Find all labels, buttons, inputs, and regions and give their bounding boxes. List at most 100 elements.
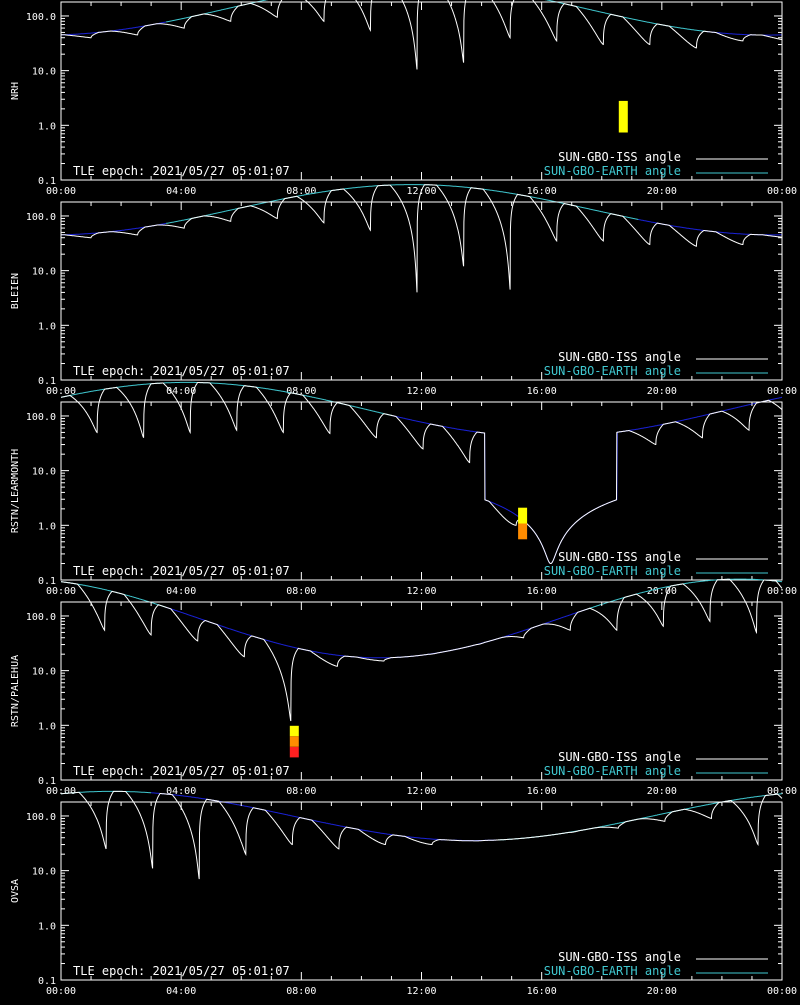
y-axis-label: BLEIEN [10,273,21,309]
y-tick-label: 10.0 [32,867,56,878]
x-tick-label: 00:00 [767,586,797,597]
y-tick-label: 10.0 [32,267,56,278]
legend-earth-label: SUN-GBO-EARTH angle [544,164,681,178]
earth-angle-curve-seg-0 [60,381,393,417]
y-tick-label: 100.0 [26,12,56,23]
x-tick-label: 08:00 [286,786,316,797]
x-tick-label: 04:00 [166,586,196,597]
marker-band-orange [289,736,299,747]
earth-angle-curve-seg-2 [638,219,782,236]
x-tick-label: 00:00 [767,386,797,397]
y-tick-label: 0.1 [38,176,56,187]
y-tick-label: 10.0 [32,467,56,478]
x-tick-label: 00:00 [46,386,76,397]
x-tick-label: 00:00 [46,186,76,197]
marker-band-yellow [618,100,628,133]
marker-band-orange [518,523,528,540]
x-tick-label: 20:00 [647,786,677,797]
y-tick-label: 100.0 [26,412,56,423]
x-tick-label: 16:00 [527,386,557,397]
x-tick-label: 08:00 [286,186,316,197]
panel-bleien: 0.1 1.0 10.0 100.0 00:00 04:00 08:00 12:00 16:00… [10,184,797,397]
x-tick-label: 16:00 [527,786,557,797]
panel-rstn-learmonth: 0.1 1.0 10.0 100.0 00:00 04:00 08:00 12:00 16:00… [10,381,797,597]
y-tick-label: 0.1 [38,376,56,387]
x-tick-label: 16:00 [527,586,557,597]
legend-iss-label: SUN-GBO-ISS angle [558,150,681,164]
x-tick-label: 04:00 [166,786,196,797]
earth-angle-curve-seg-1 [165,606,588,659]
panel-ovsa: 0.1 1.0 10.0 100.0 00:00 04:00 08:00 12:00 16:00… [10,790,797,997]
tle-epoch-text: TLE epoch: 2021/05/27 05:01:07 [73,364,290,378]
earth-angle-curve-seg-0 [61,222,167,236]
y-tick-label: 1.0 [38,721,56,732]
marker-band-yellow [289,725,299,737]
earth-angle-curve-seg-2 [497,793,783,841]
x-tick-label: 08:00 [286,586,316,597]
x-tick-label: 16:00 [527,186,557,197]
legend-iss-label: SUN-GBO-ISS angle [558,550,681,564]
y-tick-label: 0.1 [38,776,56,787]
earth-angle-curve-seg-0 [60,581,167,608]
x-tick-label: 00:00 [46,586,76,597]
iss-angle-curve [61,184,782,293]
x-tick-label: 16:00 [527,986,557,997]
x-tick-label: 08:00 [286,386,316,397]
y-axis-label: NRH [10,82,21,100]
legend-iss-label: SUN-GBO-ISS angle [558,950,681,964]
x-tick-label: 08:00 [286,986,316,997]
legend-earth-label: SUN-GBO-EARTH angle [544,964,681,978]
x-tick-label: 04:00 [166,186,196,197]
y-tick-label: 0.1 [38,576,56,587]
legend-iss-label: SUN-GBO-ISS angle [558,750,681,764]
x-tick-label: 12:00 [406,786,436,797]
iss-angle-curve [60,0,782,70]
tle-epoch-text: TLE epoch: 2021/05/27 05:01:07 [73,164,290,178]
y-axis-label: OVSA [10,879,21,903]
x-tick-label: 20:00 [647,986,677,997]
x-tick-label: 00:00 [767,186,797,197]
marker-band-red [289,746,299,758]
legend-earth-label: SUN-GBO-EARTH angle [544,364,681,378]
legend-earth-label: SUN-GBO-EARTH angle [544,764,681,778]
y-tick-label: 100.0 [26,812,56,823]
x-tick-label: 00:00 [46,786,76,797]
x-tick-label: 12:00 [406,986,436,997]
y-tick-label: 100.0 [26,212,56,223]
y-axis-label: RSTN/PALEHUA [10,655,21,727]
panel-rstn-palehua: 0.1 1.0 10.0 100.0 00:00 04:00 08:00 12:00 16:00… [10,578,797,797]
y-tick-label: 1.0 [38,521,56,532]
tle-epoch-text: TLE epoch: 2021/05/27 05:01:07 [73,764,290,778]
earth-angle-curve-seg-2 [707,31,782,36]
y-tick-label: 10.0 [32,67,56,78]
y-tick-label: 0.1 [38,976,56,987]
earth-angle-curve-seg-0 [60,21,167,36]
y-tick-label: 1.0 [38,921,56,932]
earth-angle-curve-seg-1 [392,396,783,565]
tle-epoch-text: TLE epoch: 2021/05/27 05:01:07 [73,964,290,978]
marker-band-yellow [518,507,528,524]
y-axis-label: RSTN/LEARMONTH [10,449,21,533]
iss-angle-curve [61,578,783,722]
transit-marker-0 [289,725,299,758]
earth-angle-curve-seg-2 [587,578,783,610]
x-tick-label: 04:00 [166,986,196,997]
x-tick-label: 20:00 [647,386,677,397]
y-tick-label: 10.0 [32,667,56,678]
x-tick-label: 00:00 [767,786,797,797]
y-tick-label: 100.0 [26,612,56,623]
y-tick-label: 1.0 [38,321,56,332]
x-tick-label: 20:00 [647,586,677,597]
y-tick-label: 1.0 [38,121,56,132]
x-tick-label: 00:00 [46,986,76,997]
tle-epoch-text: TLE epoch: 2021/05/27 05:01:07 [73,564,290,578]
x-tick-label: 20:00 [647,186,677,197]
x-tick-label: 12:00 [406,586,436,597]
transit-marker-0 [518,507,528,540]
x-tick-label: 00:00 [767,986,797,997]
legend-earth-label: SUN-GBO-EARTH angle [544,564,681,578]
x-tick-label: 12:00 [406,386,436,397]
earth-angle-curve-seg-1 [165,0,708,33]
